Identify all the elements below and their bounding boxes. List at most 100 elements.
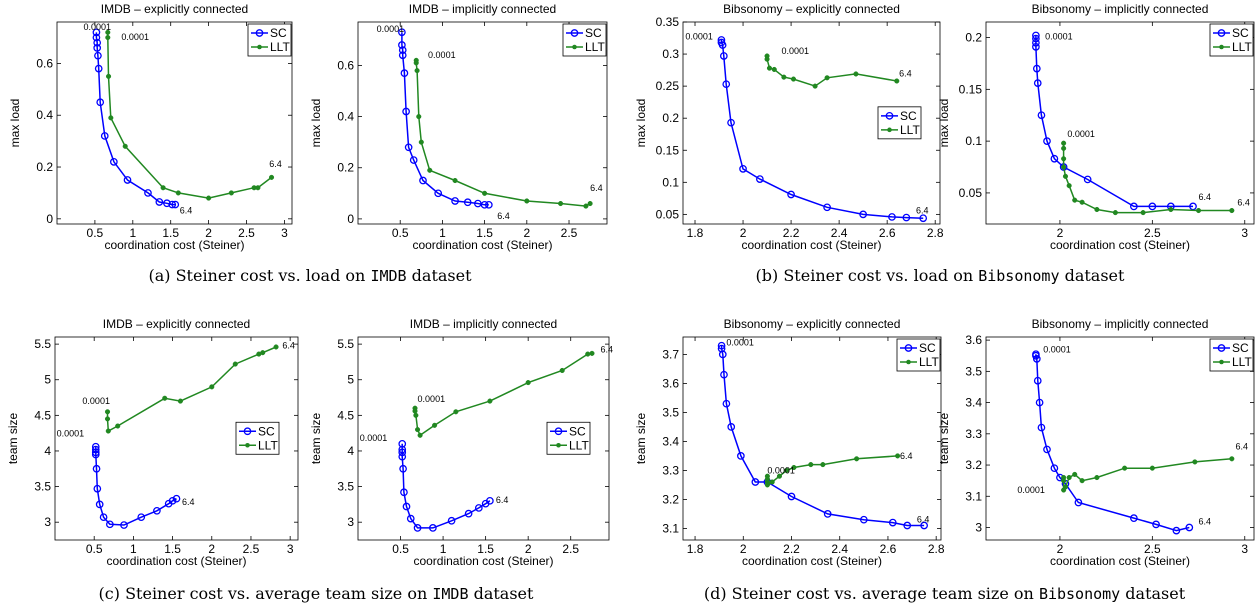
data-point-sc [1032,31,1040,40]
annotation-label: 6.4 [182,497,195,507]
x-tick-label: 0.5 [87,226,104,240]
chart-6: IMDB – implicitly connected 0.5 1 1.5 2 2.5 3 3… [309,317,613,568]
annotation-label: 0.0001 [377,24,405,34]
data-point-sc [1050,154,1059,163]
x-tick-label: 2.4 [831,226,848,240]
x-tick-label: 2.5 [1144,226,1161,240]
data-point-sc [434,189,443,198]
caption-b-dataset: Bibsonomy [978,267,1060,285]
data-point-sc [1083,175,1092,184]
series-line-sc [720,345,925,527]
y-tick-label: 3.5 [34,480,51,494]
legend-label-llt: LLT [919,355,939,369]
plot-area [91,344,279,529]
data-point-llt [1140,210,1146,216]
caption-a: (a) Steiner cost vs. load on IMDB datase… [0,266,620,285]
data-point-llt [776,473,782,479]
data-point-sc [919,214,928,223]
annotation-label: 6.4 [1236,441,1249,451]
y-tick-label: 0.1 [662,175,679,189]
y-tick-label: 3 [975,521,982,535]
annotation-label: 0.0001 [726,338,754,348]
data-point-sc [406,514,415,523]
chart-title: Bibsonomy – explicitly connected [723,2,900,16]
data-point-llt [104,409,111,415]
data-point-llt [589,350,595,356]
x-tick-label: 2 [1057,542,1064,556]
x-tick-label: 2.5 [243,542,260,556]
legend-marker-sc [1217,29,1226,37]
legend-marker-sc [570,29,579,37]
data-point-llt [452,177,458,184]
legend-label-sc: SC [270,26,287,40]
x-tick-label: 1.5 [477,542,494,556]
y-tick-label: 3.5 [337,480,354,494]
legend-marker-llt [1219,44,1224,50]
x-tick-label: 1.5 [164,542,181,556]
x-tick-label: 1 [440,542,447,556]
x-tick-label: 2 [740,226,747,240]
data-point-sc [859,515,868,524]
annotation-label: 0.0001 [1017,485,1045,495]
data-point-llt [1229,207,1235,214]
y-tick-label: 0.1 [965,134,982,148]
y-tick-label: 0.2 [662,111,679,125]
data-point-sc [398,46,407,54]
y-axis-label: max load [634,99,648,148]
data-point-llt [417,432,423,438]
y-tick-label: 3.2 [662,492,679,506]
x-tick-label: 2.2 [783,542,800,556]
data-point-sc [718,41,727,49]
data-point-llt [122,143,128,149]
data-point-llt [1066,183,1072,189]
annotation-label: 0.0001 [781,46,809,56]
data-point-sc [153,506,161,515]
plot-area [92,28,275,209]
legend-box [877,106,922,140]
data-point-sc [756,175,764,183]
x-tick-label: 2 [205,226,212,240]
y-tick-label: 3.1 [662,521,679,535]
legend-marker-llt [1219,359,1224,365]
data-point-sc [1185,523,1194,532]
y-tick-label: 0.35 [656,15,680,29]
data-point-llt [232,361,238,367]
legend-label-sc: SC [1232,341,1249,355]
y-tick-label: 0.4 [36,108,53,122]
data-point-sc [163,199,171,208]
data-point-sc [94,64,103,73]
data-point-llt [781,74,787,80]
data-point-sc [1032,351,1040,360]
data-point-sc [486,496,494,505]
data-point-sc [99,513,108,522]
y-tick-label: 3.6 [965,333,982,347]
x-tick-label: 1 [129,226,136,240]
x-tick-label: 2 [208,542,215,556]
data-point-llt [558,200,564,207]
annotation-label: 0.0001 [82,396,110,406]
y-tick-label: 3.5 [662,405,679,419]
data-point-sc [91,442,100,451]
caption-b: (b) Steiner cost vs. load on Bibsonomy d… [630,266,1250,285]
annotation-label: 0.0001 [57,429,85,439]
data-point-sc [1074,498,1083,507]
data-point-sc [398,452,407,461]
y-tick-label: 0.2 [36,160,53,174]
data-point-sc [168,200,177,209]
data-point-sc [1032,355,1041,363]
data-point-sc [727,118,735,127]
data-point-llt [895,453,901,459]
data-point-llt [162,395,168,401]
data-point-llt [415,427,421,433]
y-tick-label: 0.15 [656,143,680,157]
data-point-sc [1032,38,1040,47]
legend-marker-sc [885,111,894,120]
legend-marker-sc [255,29,264,37]
plot-frame [985,21,1255,225]
x-tick-label: 2 [523,226,530,240]
data-point-llt [105,34,111,41]
x-tick-label: 2.5 [1144,542,1161,556]
data-point-llt [525,380,531,386]
